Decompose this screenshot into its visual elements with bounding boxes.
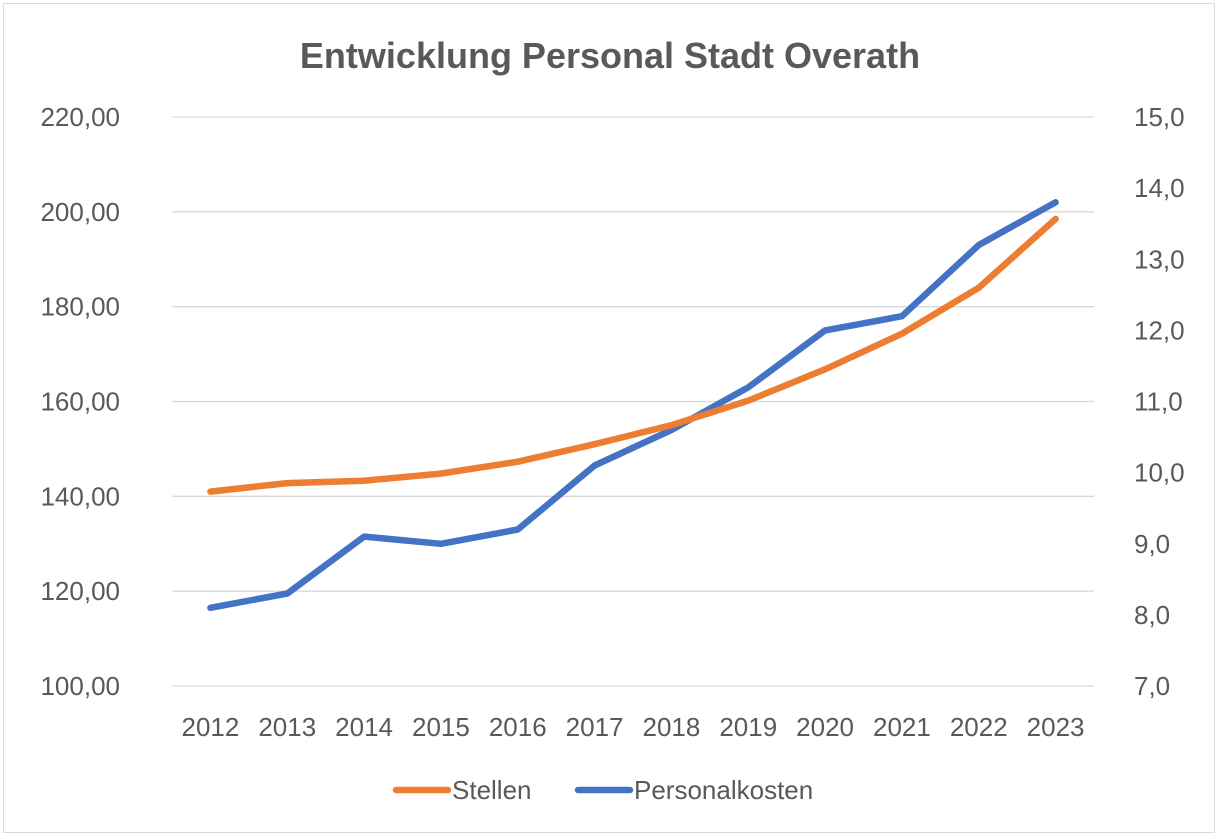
series-lines <box>207 199 1059 612</box>
y-right-tick-label: 15,0 <box>1134 102 1185 132</box>
y-right-tick-label: 10,0 <box>1134 458 1185 488</box>
y-left-tick-label: 100,00 <box>40 671 120 701</box>
x-tick-label: 2017 <box>566 712 624 742</box>
y-right-tick-label: 14,0 <box>1134 173 1185 203</box>
y-left-tick-label: 200,00 <box>40 197 120 227</box>
y-right-tick-label: 12,0 <box>1134 315 1185 345</box>
x-tick-label: 2023 <box>1027 712 1085 742</box>
x-tick-label: 2021 <box>873 712 931 742</box>
x-tick-label: 2019 <box>719 712 777 742</box>
x-tick-label: 2012 <box>181 712 239 742</box>
right-axis: 7,0 8,0 9,0 10,0 11,0 12,0 13,0 14,0 15,0 <box>1134 102 1185 701</box>
x-tick-label: 2016 <box>489 712 547 742</box>
y-right-tick-label: 8,0 <box>1134 600 1170 630</box>
chart-title: Entwicklung Personal Stadt Overath <box>300 35 920 76</box>
x-tick-label: 2015 <box>412 712 470 742</box>
legend-label: Stellen <box>452 775 532 805</box>
x-tick-label: 2022 <box>950 712 1008 742</box>
y-right-tick-label: 7,0 <box>1134 671 1170 701</box>
x-tick-label: 2018 <box>642 712 700 742</box>
y-left-tick-label: 220,00 <box>40 102 120 132</box>
y-left-tick-label: 120,00 <box>40 576 120 606</box>
y-right-tick-label: 13,0 <box>1134 244 1185 274</box>
series-line-stellen <box>207 215 1059 495</box>
y-left-tick-label: 180,00 <box>40 292 120 322</box>
x-tick-label: 2013 <box>258 712 316 742</box>
legend-label: Personalkosten <box>634 775 813 805</box>
chart-frame <box>3 3 1215 833</box>
left-axis: 100,00 120,00 140,00 160,00 180,00 200,00 220,… <box>40 102 120 701</box>
y-right-tick-label: 11,0 <box>1134 387 1183 417</box>
y-left-tick-label: 140,00 <box>40 481 120 511</box>
gridlines <box>172 116 1094 687</box>
series-line-personalkosten <box>207 199 1059 612</box>
legend: Stellen Personalkosten <box>392 775 813 805</box>
y-right-tick-label: 9,0 <box>1134 529 1170 559</box>
y-left-tick-label: 160,00 <box>40 387 120 417</box>
x-tick-label: 2020 <box>796 712 854 742</box>
x-axis: 2012 2013 2014 2015 2016 2017 2018 2019 2020 2021… <box>181 712 1084 742</box>
x-tick-label: 2014 <box>335 712 393 742</box>
